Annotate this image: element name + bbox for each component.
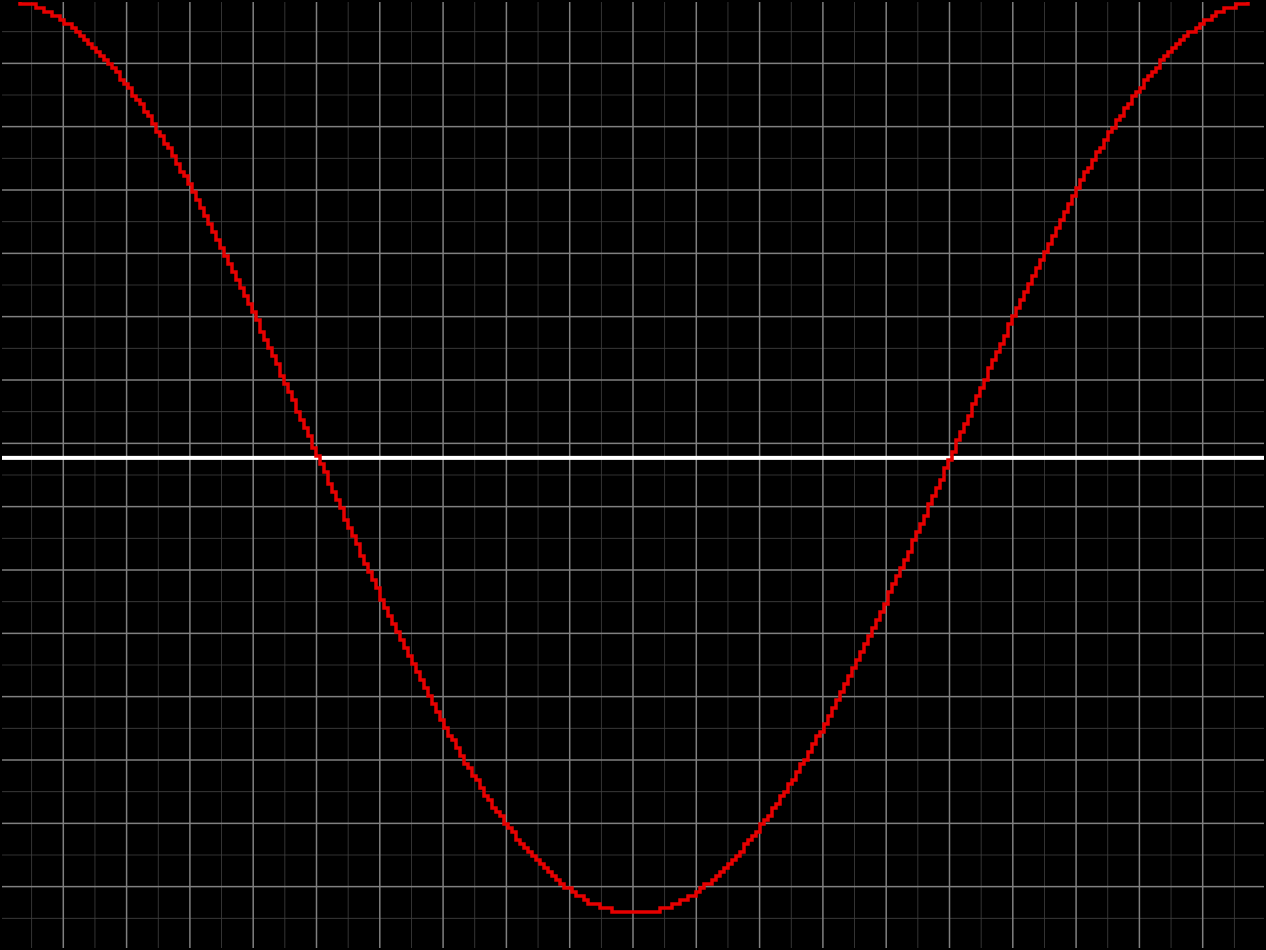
- waveform-chart: [0, 0, 1266, 950]
- chart-canvas: [0, 0, 1266, 950]
- major-grid: [0, 0, 1266, 950]
